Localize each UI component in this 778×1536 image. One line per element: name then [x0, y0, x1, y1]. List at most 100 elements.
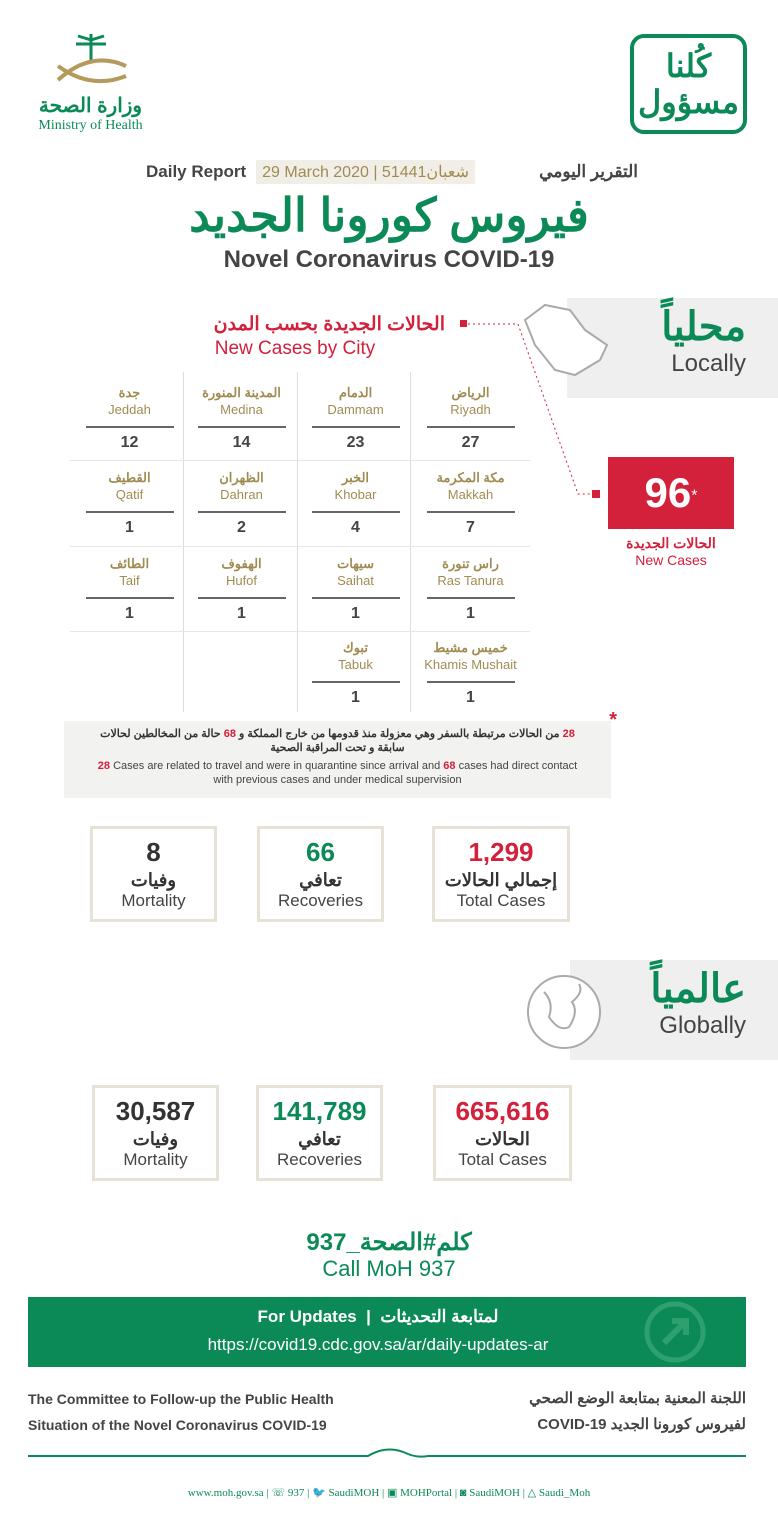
city-name-ar: سيهات [336, 556, 374, 571]
city-count: 1 [125, 519, 134, 536]
city-name-ar: مكة المكرمة [436, 470, 505, 485]
city-cell: سيهات Saihat 1 [298, 556, 413, 623]
arrow-circle-icon [644, 1301, 706, 1363]
section-title-ar: الحالات الجديدة بحسب المدن [213, 314, 445, 335]
stat-label-en: Total Cases [458, 1150, 547, 1169]
connector-line [460, 320, 600, 498]
city-count: 12 [120, 434, 139, 451]
stat-value: 30,587 [115, 1096, 196, 1126]
stat-label-en: Total Cases [456, 891, 546, 910]
logo-en: Ministry of Health [38, 118, 143, 133]
city-name-ar: الرياض [451, 385, 490, 400]
city-name-ar: الظهران [219, 470, 264, 485]
city-count: 4 [351, 519, 360, 536]
call-moh: Call MoH 937 [322, 1256, 456, 1281]
stat-label-ar: وفيات [132, 1129, 179, 1149]
city-cell: الخبر Khobar 4 [298, 470, 413, 537]
section-title-en: New Cases by City [214, 338, 376, 359]
city-count: 1 [237, 605, 246, 622]
city-cell: مكة المكرمة Makkah 7 [413, 470, 528, 537]
footnote: * 28 من الحالات مرتبطة بالسفر وهي معزولة… [64, 710, 617, 798]
report-ar: التقرير اليومي [539, 162, 638, 181]
city-name-ar: راس تنورة [442, 556, 499, 571]
campaign-logo: كُلنا مسؤول [630, 34, 747, 134]
city-count: 7 [466, 519, 475, 536]
city-name-en: Riyadh [450, 402, 491, 417]
city-name-en: Qatif [115, 487, 144, 502]
city-cell: الطائف Taif 1 [72, 556, 187, 623]
city-name-en: Khamis Mushait [424, 657, 517, 672]
phone[interactable]: 937 [287, 1487, 305, 1499]
city-count: 1 [466, 689, 475, 706]
instagram-link[interactable]: SaudiMOH [469, 1487, 520, 1499]
snapchat-link[interactable]: Saudi_Moh [538, 1487, 591, 1499]
stat-value: 665,616 [455, 1096, 550, 1126]
city-count: 1 [125, 605, 134, 622]
city-name-ar: الدمام [338, 385, 373, 400]
stat-label-ar: وفيات [130, 870, 177, 890]
city-name-en: Hufof [225, 573, 258, 588]
hashtag: كلم#الصحة_937 [306, 1229, 472, 1256]
youtube-link[interactable]: MOHPortal [400, 1487, 453, 1499]
date-badge: 29 March 2020 | 5شعبان1441 [256, 160, 475, 184]
city-cell: تبوك Tabuk 1 [298, 640, 413, 707]
stat-label-en: Recoveries [277, 891, 364, 910]
stat-value: 8 [146, 837, 161, 867]
stat-box: 1,299 إجمالي الحالات Total Cases [432, 826, 570, 922]
title-en: Novel Coronavirus COVID-19 [223, 246, 555, 273]
divider-wave [28, 1448, 746, 1458]
city-name-ar: الهفوف [221, 556, 262, 571]
city-name-ar: جدة [118, 385, 141, 400]
city-name-ar: المدينة المنورة [202, 385, 281, 400]
stat-label-en: Mortality [123, 1150, 188, 1169]
city-name-ar: الخبر [341, 470, 370, 485]
city-name-en: Medina [220, 402, 263, 417]
footer-links: www.moh.gov.sa | ☏ 937 | 🐦 SaudiMOH | ▣ … [187, 1487, 591, 1499]
stat-label-ar: تعافي [299, 870, 342, 890]
city-name-en: Makkah [447, 487, 494, 502]
city-cell: الظهران Dahran 2 [184, 470, 299, 537]
city-name-en: Dammam [327, 402, 384, 417]
stat-box: 665,616 الحالات Total Cases [433, 1085, 572, 1181]
city-cell: راس تنورة Ras Tanura 1 [413, 556, 528, 623]
committee-en: The Committee to Follow-up the Public He… [28, 1391, 334, 1433]
moh-logo: وزارة الصحة Ministry of Health [28, 30, 153, 134]
stat-box: 66 تعافي Recoveries [257, 826, 384, 922]
stat-label-en: Recoveries [276, 1150, 363, 1169]
city-name-en: Jeddah [108, 402, 151, 417]
stat-value: 1,299 [468, 837, 534, 867]
city-name-en: Taif [119, 573, 140, 588]
new-cases-label: الحالات الجديدة New Cases [626, 535, 716, 568]
report-en: Daily Report [146, 162, 247, 181]
city-count: 1 [351, 689, 360, 706]
stat-box: 30,587 وفيات Mortality [92, 1085, 219, 1181]
city-count: 1 [466, 605, 475, 622]
updates-link[interactable]: https://covid19.cdc.gov.sa/ar/daily-upda… [207, 1335, 549, 1354]
logo-ar: وزارة الصحة [38, 95, 143, 117]
committee-ar: اللجنة المعنية بمتابعة الوضع الصحي لفيروس… [529, 1390, 746, 1433]
city-cell: الرياض Riyadh 27 [413, 385, 528, 452]
stat-value: 141,789 [272, 1096, 367, 1126]
city-name-en: Saihat [337, 573, 374, 588]
city-name-ar: القطيف [108, 470, 151, 485]
stat-label-ar: تعافي [298, 1129, 341, 1149]
report-line: Daily Report 29 March 2020 | 5شعبان1441 … [146, 160, 638, 184]
globally-panel: عالمياً Globally [570, 960, 778, 1060]
city-name-en: Khobar [334, 487, 377, 502]
city-cell: الهفوف Hufof 1 [184, 556, 299, 623]
stat-box: 141,789 تعافي Recoveries [256, 1085, 383, 1181]
city-cell: المدينة المنورة Medina 14 [184, 385, 299, 452]
website-link[interactable]: www.moh.gov.sa [187, 1487, 264, 1499]
title-ar: فيروس كورونا الجديد [189, 189, 589, 241]
twitter-link[interactable]: SaudiMOH [328, 1487, 380, 1499]
city-cell: خميس مشيط Khamis Mushait 1 [413, 640, 528, 707]
new-cases-box: 96* [608, 457, 734, 529]
city-name-ar: خميس مشيط [433, 640, 508, 655]
updates-banner: For Updates | لمتابعة التحديثات https://… [28, 1297, 746, 1367]
city-count: 1 [351, 605, 360, 622]
city-count: 2 [237, 519, 246, 536]
city-cell: الدمام Dammam 23 [298, 385, 413, 452]
city-count: 14 [232, 434, 251, 451]
stat-box: 8 وفيات Mortality [90, 826, 217, 922]
stat-label-ar: إجمالي الحالات [444, 870, 558, 890]
